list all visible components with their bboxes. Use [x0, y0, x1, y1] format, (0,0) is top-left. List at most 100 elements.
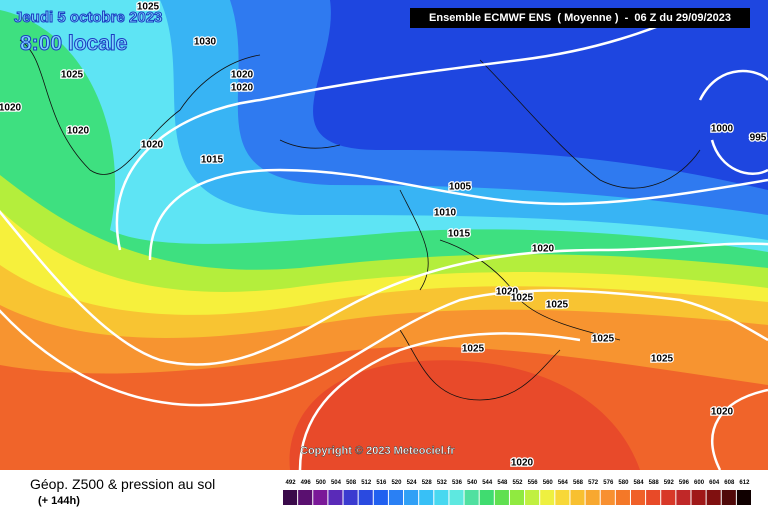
legend-label: 568: [573, 480, 584, 486]
isobar-label: 1020: [496, 287, 519, 298]
coastline: [19, 39, 701, 401]
isobar-label: 1025: [546, 300, 569, 311]
isobar-label: 1015: [201, 155, 224, 166]
isobar-label: 1020: [231, 70, 254, 81]
legend-label: 524: [407, 480, 418, 486]
isobar-label: 1025: [511, 293, 534, 304]
isobar-label: 1025: [462, 344, 485, 355]
legend-swatch: [434, 490, 449, 505]
legend-label: 584: [634, 480, 645, 486]
legend-swatch: [630, 490, 646, 505]
legend-swatch: [388, 490, 404, 505]
legend-label: 532: [437, 480, 448, 486]
legend-label: 600: [694, 480, 705, 486]
isobar-label: 1025: [137, 2, 160, 13]
isobar-label: 1020: [532, 244, 555, 255]
legend-swatch: [358, 490, 373, 505]
legend-label: 560: [543, 480, 554, 486]
legend-label: 596: [679, 480, 690, 486]
legend-swatch: [343, 490, 358, 505]
legend-swatch: [540, 490, 555, 505]
legend-label: 536: [452, 480, 463, 486]
isobar-label: 1020: [711, 407, 734, 418]
isobar: [148, 168, 768, 261]
copyright: Copyright © 2023 Meteociel.fr: [300, 445, 456, 457]
isobar-label: 1030: [194, 37, 217, 48]
forecast-date: Jeudi 5 octobre 2023: [14, 9, 162, 26]
isobar-label: 1010: [434, 208, 457, 219]
legend-label: 496: [301, 480, 312, 486]
isobar-label: 1020: [231, 83, 254, 94]
isobar: [0, 210, 768, 366]
legend-label: 588: [649, 480, 660, 486]
legend-swatch: [328, 490, 343, 505]
legend-swatch: [449, 490, 464, 505]
isobar-label: 1020: [0, 103, 22, 114]
legend-label: 576: [603, 480, 614, 486]
legend-swatch: [525, 490, 540, 505]
isobar-label: 1025: [61, 70, 84, 81]
forecast-time: 8:00 locale: [20, 32, 127, 55]
legend-swatch: [479, 490, 494, 505]
legend-label: 604: [709, 480, 720, 486]
isobar: [0, 289, 768, 407]
legend-swatch: [494, 490, 509, 505]
legend-label: 564: [558, 480, 569, 486]
legend-label: 528: [422, 480, 433, 486]
legend-swatch: [509, 490, 525, 505]
legend-swatch: [661, 490, 676, 505]
isobar-label: 1015: [448, 229, 471, 240]
legend-label: 500: [316, 480, 327, 486]
legend-label: 512: [361, 480, 372, 486]
legend-swatch: [721, 490, 736, 505]
legend-swatch: [706, 490, 721, 505]
isobar-label: 1025: [651, 354, 674, 365]
isobar: [698, 69, 768, 175]
legend-swatch: [404, 490, 419, 505]
legend-swatch: [283, 490, 298, 505]
isobar-label: 1020: [141, 140, 164, 151]
isobar-label: 1005: [449, 182, 472, 193]
legend-label: 580: [618, 480, 629, 486]
isobar: [298, 332, 581, 471]
legend-label: 508: [346, 480, 357, 486]
legend-label: 544: [482, 480, 493, 486]
legend-swatch: [736, 490, 751, 505]
legend-swatch: [570, 490, 585, 505]
legend-label: 592: [664, 480, 675, 486]
isobar-label: 1000: [711, 124, 734, 135]
legend-label: 552: [512, 480, 523, 486]
footer-title: Géop. Z500 & pression au sol: [30, 476, 215, 492]
legend-swatch: [419, 490, 434, 505]
field-band: [289, 360, 640, 470]
legend-swatch: [555, 490, 570, 505]
legend-swatch: [691, 490, 706, 505]
legend-swatch: [464, 490, 479, 505]
isobar-label: 995: [750, 133, 767, 144]
legend-label: 548: [497, 480, 508, 486]
legend-swatch: [600, 490, 615, 505]
isobar-label: 1025: [592, 334, 615, 345]
legend-swatch: [298, 490, 313, 505]
isobar: [711, 388, 768, 471]
legend-label: 572: [588, 480, 599, 486]
isobar-label: 1020: [511, 458, 534, 469]
legend-label: 540: [467, 480, 478, 486]
legend-label: 492: [286, 480, 297, 486]
isobar: [115, 8, 701, 251]
run-info: Ensemble ECMWF ENS ( Moyenne ) - 06 Z du…: [429, 12, 731, 24]
legend-label: 612: [739, 480, 750, 486]
legend-label: 520: [391, 480, 402, 486]
footer-subtitle: (+ 144h): [38, 495, 80, 507]
legend-swatch: [676, 490, 691, 505]
legend-swatch: [615, 490, 630, 505]
legend-swatch: [585, 490, 600, 505]
legend-label: 516: [376, 480, 387, 486]
legend-swatch: [313, 490, 328, 505]
legend-swatch: [373, 490, 388, 505]
legend-label: 504: [331, 480, 342, 486]
legend-label: 556: [528, 480, 539, 486]
legend-label: 608: [724, 480, 735, 486]
color-legend: 492 496 500 504 508 512 516 520 524 528 532 536 540 5…: [283, 480, 751, 505]
